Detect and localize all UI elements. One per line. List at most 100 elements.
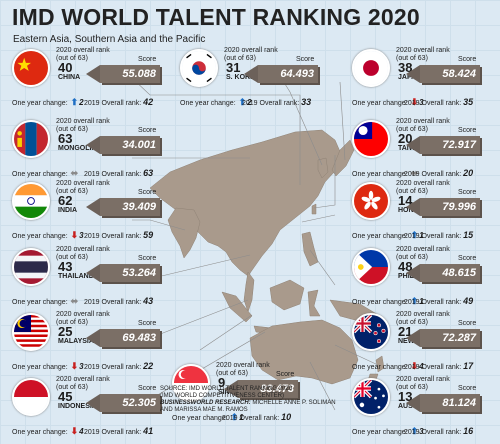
- overall-rank-caption: 2020 overall rank: [396, 180, 450, 187]
- prev-rank-value: 16: [463, 426, 474, 436]
- overall-rank-caption: 2020 overall rank: [56, 47, 110, 54]
- overall-rank-caption: 2020 overall rank: [56, 246, 110, 253]
- new-zealand-flag-icon: [352, 313, 390, 351]
- score-caption: Score: [458, 56, 477, 63]
- overall-rank-label: 2020 overall rank (out of 63): [396, 246, 450, 261]
- arrow-up-icon: ⬆: [410, 296, 419, 306]
- rank-value: 45: [58, 389, 73, 404]
- rank-value: 63: [58, 131, 73, 146]
- one-year-change: One year change: ⬌: [352, 168, 419, 179]
- prev-rank: 2019 Overall rank: 49: [404, 296, 473, 306]
- score-box: 72.917: [406, 136, 480, 154]
- overall-rank-caption: 2020 overall rank: [396, 118, 450, 125]
- prev-rank-caption: 2019 Overall rank:: [84, 299, 142, 306]
- overall-rank-label: 2020 overall rank (out of 63): [56, 311, 110, 326]
- one-year-change: One year change: ⬌: [12, 296, 79, 307]
- one-year-change: One year change: ⬇4: [12, 426, 84, 437]
- change-value: 1: [239, 413, 244, 422]
- one-year-change-caption: One year change:: [352, 429, 408, 436]
- one-year-change: One year change: ⬇3: [352, 97, 424, 108]
- rank-value: 13: [398, 389, 413, 404]
- arrow-down-icon: ⬇: [410, 97, 419, 107]
- rank-value: 31: [226, 60, 241, 75]
- country-card-japan: 2020 overall rank (out of 63) 38 JAPAN S…: [352, 47, 500, 109]
- score-value: 58.424: [442, 68, 476, 80]
- overall-rank-caption: 2020 overall rank: [396, 246, 450, 253]
- out-of-caption: (out of 63): [396, 318, 428, 326]
- prev-rank-value: 49: [463, 296, 474, 306]
- country-name: CHINA: [58, 74, 81, 81]
- prev-rank: 2019 Overall rank: 17: [404, 361, 473, 371]
- score-value: 72.287: [442, 332, 476, 344]
- one-year-change-caption: One year change:: [12, 171, 68, 178]
- thailand-flag-icon: [12, 248, 50, 286]
- score-box: 55.088: [86, 65, 160, 83]
- arrow-up-icon: ⬆: [238, 97, 247, 107]
- rank-value: 38: [398, 60, 413, 75]
- score-caption: Score: [458, 127, 477, 134]
- overall-rank-label: 2020 overall rank (out of 63): [56, 180, 110, 195]
- score-box: 48.615: [406, 264, 480, 282]
- japan-flag-icon: [352, 49, 390, 87]
- prev-rank: 2019 Overall rank: 10: [222, 412, 291, 422]
- score-box-tab: [86, 198, 100, 216]
- score-value: 55.088: [122, 68, 156, 80]
- change-value: 2: [247, 98, 252, 107]
- page-title: IMD WORLD TALENT RANKING 2020: [12, 4, 420, 30]
- one-year-change-caption: One year change:: [352, 299, 408, 306]
- prev-rank-caption: 2019 Overall rank:: [404, 299, 462, 306]
- prev-rank: 2019 Overall rank: 35: [404, 97, 473, 107]
- prev-rank: 2019 Overall rank: 59: [84, 230, 153, 240]
- prev-rank-caption: 2019 Overall rank:: [84, 429, 142, 436]
- india-landmass: [167, 207, 201, 259]
- prev-rank-caption: 2019 Overall rank:: [404, 429, 462, 436]
- overall-rank-caption: 2020 overall rank: [56, 180, 110, 187]
- out-of-caption: (out of 63): [396, 253, 428, 261]
- country-card-indonesia: 2020 overall rank (out of 63) 45 INDONES…: [12, 376, 172, 438]
- prev-rank-caption: 2019 Overall rank:: [404, 100, 462, 107]
- mongolia-flag-icon: [12, 120, 50, 158]
- prev-rank-caption: 2019 Overall rank:: [404, 233, 462, 240]
- overall-rank-label: 2020 overall rank (out of 63): [396, 376, 450, 391]
- one-year-change: One year change: ⬇3: [12, 361, 84, 372]
- country-card-malaysia: 2020 overall rank (out of 63) 25 MALAYSI…: [12, 311, 172, 373]
- overall-rank-label: 2020 overall rank (out of 63): [56, 376, 110, 391]
- prev-rank-caption: 2019 Overall rank:: [84, 100, 142, 107]
- one-year-change: One year change: ⬆1: [352, 230, 424, 241]
- out-of-caption: (out of 63): [56, 54, 88, 62]
- score-caption: Score: [276, 371, 295, 378]
- one-year-change-caption: One year change:: [12, 364, 68, 371]
- prev-rank-caption: 2019 Overall rank:: [242, 100, 300, 107]
- score-caption: Score: [458, 189, 477, 196]
- score-caption: Score: [138, 56, 157, 63]
- rank-value: 48: [398, 259, 413, 274]
- score-value: 81.124: [442, 397, 476, 409]
- one-year-change: One year change: ⬌: [12, 168, 79, 179]
- score-caption: Score: [138, 320, 157, 327]
- one-year-change: One year change: ⬆1: [352, 296, 424, 307]
- score-box: 53.264: [86, 264, 160, 282]
- south-korea-flag-icon: [180, 49, 218, 87]
- one-year-change-caption: One year change:: [12, 100, 68, 107]
- overall-rank-label: 2020 overall rank (out of 63): [216, 362, 270, 377]
- one-year-change-caption: One year change:: [352, 364, 408, 371]
- prev-rank-caption: 2019 Overall rank:: [84, 171, 142, 178]
- singapore-flag-icon: [172, 364, 210, 402]
- overall-rank-caption: 2020 overall rank: [396, 376, 450, 383]
- australia-flag-icon: [352, 378, 390, 416]
- prev-rank: 2019 Overall rank: 42: [84, 97, 153, 107]
- prev-rank-caption: 2019 Overall rank:: [84, 364, 142, 371]
- prev-rank-caption: 2019 Overall rank:: [404, 364, 462, 371]
- rank-value: 14: [398, 193, 413, 208]
- prev-rank-value: 35: [463, 97, 474, 107]
- score-caption: Score: [138, 127, 157, 134]
- one-year-change-caption: One year change:: [352, 171, 408, 178]
- out-of-caption: (out of 63): [56, 383, 88, 391]
- prev-rank: 2019 Overall rank: 16: [404, 426, 473, 436]
- change-value: 1: [419, 297, 424, 306]
- score-box: 52.305: [86, 394, 160, 412]
- score-box: 39.409: [86, 198, 160, 216]
- taiwan-landmass: [311, 203, 317, 215]
- one-year-change: One year change: ⬆1: [172, 412, 244, 423]
- change-value: 4: [419, 362, 424, 371]
